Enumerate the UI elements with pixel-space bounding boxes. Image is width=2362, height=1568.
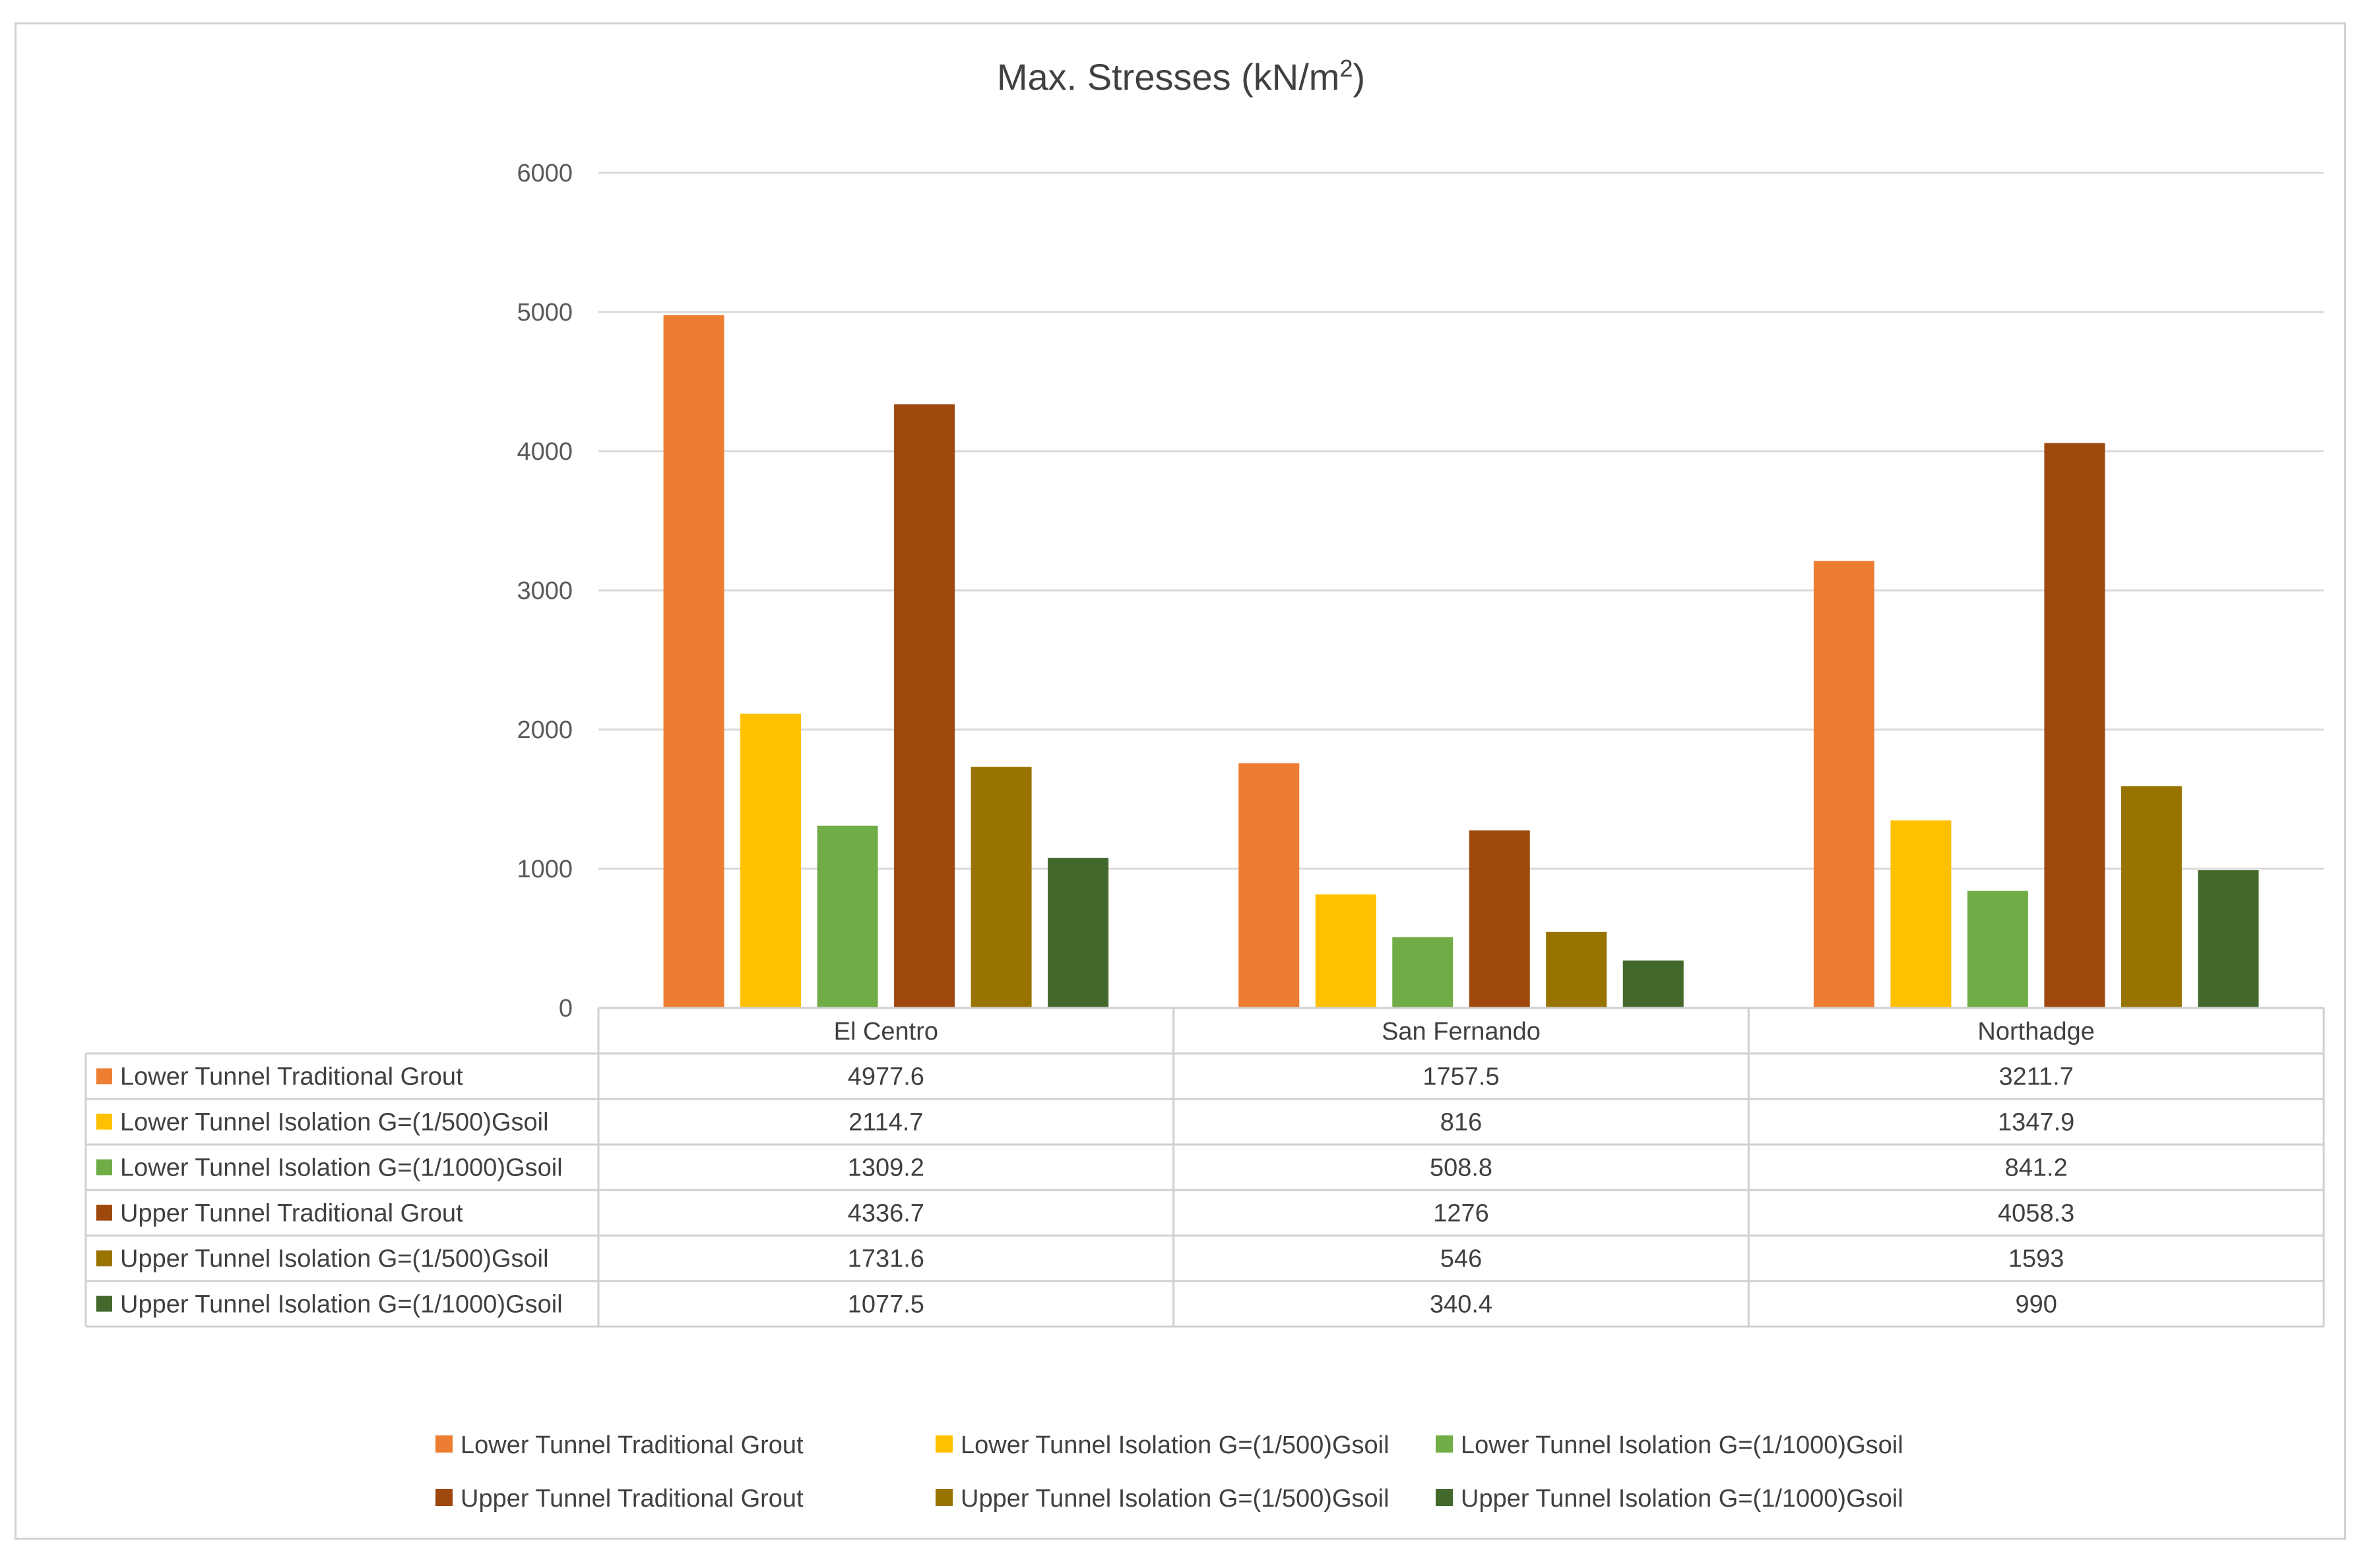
bar (2198, 870, 2259, 1008)
y-axis-ticks: 0 1000 2000 3000 4000 5000 6000 (517, 160, 573, 1022)
gridlines (598, 172, 2324, 870)
table-legend-key (96, 1205, 112, 1221)
legend-key (435, 1489, 453, 1506)
table-cell: 1309.2 (848, 1154, 924, 1182)
category-label: San Fernando (1382, 1018, 1541, 1046)
table-row-label: Upper Tunnel Isolation G=(1/500)Gsoil (120, 1245, 549, 1273)
bar (971, 767, 1032, 1008)
bar (663, 315, 724, 1008)
bar (1238, 763, 1300, 1008)
table-cell: 508.8 (1430, 1154, 1492, 1182)
table-cell: 3211.7 (1998, 1063, 2073, 1091)
chart-title-main: Max. Stresses (kN/m (997, 56, 1340, 98)
table-cell: 841.2 (2005, 1154, 2068, 1182)
bars (663, 315, 2259, 1008)
table-legend-key (96, 1068, 112, 1084)
legend-label: Lower Tunnel Traditional Grout (461, 1431, 804, 1459)
bar (1048, 858, 1109, 1008)
y-tick-label: 3000 (517, 577, 573, 605)
bar (1967, 891, 2028, 1008)
table-cell: 546 (1440, 1245, 1482, 1273)
legend-key (1436, 1489, 1453, 1506)
legend-label: Upper Tunnel Isolation G=(1/500)Gsoil (961, 1485, 1389, 1513)
table-legend-key (96, 1159, 112, 1176)
table-cell: 4977.6 (848, 1063, 924, 1091)
table-cell: 2114.7 (848, 1109, 923, 1137)
chart-title: Max. Stresses (kN/m2) (997, 55, 1365, 98)
data-table: El Centro San Fernando Northadge Lower Tunn… (84, 1007, 2325, 1328)
y-tick-label: 5000 (517, 299, 573, 327)
chart-title-close: ) (1353, 56, 1366, 98)
table-cell: 1276 (1433, 1200, 1489, 1228)
table-cell: 1077.5 (848, 1291, 924, 1319)
legend-label: Upper Tunnel Traditional Grout (461, 1485, 804, 1513)
table-cell: 340.4 (1430, 1291, 1492, 1319)
table-legend-key (96, 1250, 112, 1267)
category-label: El Centro (834, 1018, 938, 1046)
bar (1546, 931, 1607, 1008)
table-cell: 1347.9 (1998, 1109, 2074, 1137)
bar (1813, 561, 1874, 1008)
table-row-label: Upper Tunnel Traditional Grout (120, 1200, 463, 1228)
bar (1469, 830, 1530, 1008)
y-tick-label: 1000 (517, 856, 573, 883)
table-cell: 4336.7 (848, 1200, 924, 1228)
legend-key (936, 1489, 953, 1506)
table-legend-key (96, 1113, 112, 1130)
bar (1315, 894, 1376, 1008)
table-legend-key (96, 1296, 112, 1312)
table-cell: 1731.6 (848, 1245, 924, 1273)
legend: Lower Tunnel Traditional Grout Lower Tunn… (435, 1431, 1903, 1513)
table-cell: 1757.5 (1422, 1063, 1499, 1091)
table-cell: 816 (1440, 1109, 1482, 1137)
bar (740, 713, 802, 1008)
table-cell: 4058.3 (1998, 1200, 2074, 1228)
y-tick-label: 4000 (517, 438, 573, 466)
table-row-label: Upper Tunnel Isolation G=(1/1000)Gsoil (120, 1291, 563, 1319)
chart-frame (15, 22, 2346, 1540)
legend-key (435, 1435, 453, 1453)
bar (894, 404, 955, 1008)
y-tick-label: 6000 (517, 160, 573, 187)
bar (1622, 960, 1684, 1008)
legend-label: Upper Tunnel Isolation G=(1/1000)Gsoil (1461, 1485, 1903, 1513)
category-label: Northadge (1977, 1018, 2094, 1046)
chart-title-superscript: 2 (1339, 55, 1353, 82)
bar (1890, 820, 1952, 1008)
table-cell: 990 (2015, 1291, 2057, 1319)
y-tick-label: 0 (559, 995, 573, 1022)
table-cell: 1593 (2008, 1245, 2064, 1273)
legend-label: Lower Tunnel Isolation G=(1/500)Gsoil (961, 1431, 1389, 1459)
table-row-label: Lower Tunnel Traditional Grout (120, 1063, 463, 1091)
legend-label: Lower Tunnel Isolation G=(1/1000)Gsoil (1461, 1431, 1903, 1459)
legend-key (1436, 1435, 1453, 1453)
bar (2121, 786, 2182, 1008)
table-row-label: Lower Tunnel Isolation G=(1/500)Gsoil (120, 1109, 549, 1137)
table-row-label: Lower Tunnel Isolation G=(1/1000)Gsoil (120, 1154, 563, 1182)
bar (2044, 443, 2105, 1008)
legend-key (936, 1435, 953, 1453)
bar (817, 825, 878, 1008)
bar (1392, 937, 1453, 1008)
y-tick-label: 2000 (517, 716, 573, 744)
